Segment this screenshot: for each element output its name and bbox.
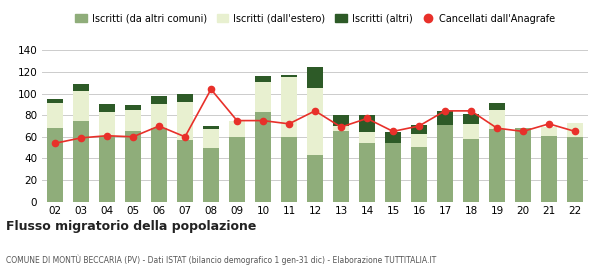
Bar bbox=[359, 132, 376, 143]
Bar bbox=[410, 146, 427, 202]
Bar bbox=[229, 137, 245, 202]
Bar bbox=[410, 125, 427, 134]
Bar bbox=[410, 134, 427, 146]
Bar bbox=[254, 82, 271, 112]
Bar bbox=[281, 77, 298, 137]
Bar bbox=[125, 110, 142, 131]
Bar bbox=[463, 114, 479, 124]
Bar bbox=[437, 125, 454, 202]
Bar bbox=[47, 99, 64, 103]
Bar bbox=[488, 110, 505, 129]
Bar bbox=[463, 124, 479, 139]
Bar bbox=[566, 137, 583, 202]
Bar bbox=[98, 136, 115, 202]
Bar bbox=[566, 123, 583, 137]
Bar bbox=[98, 104, 115, 112]
Bar bbox=[437, 111, 454, 125]
Bar bbox=[541, 127, 557, 136]
Bar bbox=[203, 126, 220, 129]
Bar bbox=[151, 128, 167, 202]
Bar bbox=[47, 103, 64, 128]
Bar bbox=[47, 128, 64, 202]
Bar bbox=[281, 137, 298, 202]
Legend: Iscritti (da altri comuni), Iscritti (dall'estero), Iscritti (altri), Cancellati: Iscritti (da altri comuni), Iscritti (da… bbox=[71, 10, 559, 28]
Bar bbox=[385, 143, 401, 202]
Bar bbox=[151, 104, 167, 128]
Bar bbox=[385, 132, 401, 143]
Text: COMUNE DI MONTÙ BECCARIA (PV) - Dati ISTAT (bilancio demografico 1 gen-31 dic) -: COMUNE DI MONTÙ BECCARIA (PV) - Dati IST… bbox=[6, 255, 436, 265]
Bar bbox=[203, 129, 220, 148]
Bar bbox=[541, 136, 557, 202]
Bar bbox=[176, 102, 193, 140]
Bar bbox=[203, 148, 220, 202]
Bar bbox=[125, 106, 142, 110]
Bar bbox=[281, 75, 298, 77]
Bar bbox=[73, 92, 89, 121]
Bar bbox=[332, 131, 349, 202]
Bar bbox=[176, 140, 193, 202]
Bar bbox=[125, 131, 142, 202]
Bar bbox=[73, 84, 89, 92]
Bar bbox=[98, 112, 115, 136]
Bar bbox=[515, 128, 532, 202]
Bar bbox=[176, 94, 193, 102]
Bar bbox=[359, 115, 376, 132]
Bar bbox=[488, 103, 505, 110]
Text: Flusso migratorio della popolazione: Flusso migratorio della popolazione bbox=[6, 220, 256, 233]
Bar bbox=[254, 76, 271, 82]
Bar bbox=[307, 155, 323, 202]
Bar bbox=[488, 129, 505, 202]
Bar bbox=[151, 96, 167, 104]
Bar bbox=[332, 126, 349, 131]
Bar bbox=[332, 115, 349, 126]
Bar bbox=[229, 121, 245, 137]
Bar bbox=[307, 88, 323, 155]
Bar bbox=[254, 112, 271, 202]
Bar bbox=[463, 139, 479, 202]
Bar bbox=[307, 67, 323, 88]
Bar bbox=[359, 143, 376, 202]
Bar bbox=[73, 121, 89, 202]
